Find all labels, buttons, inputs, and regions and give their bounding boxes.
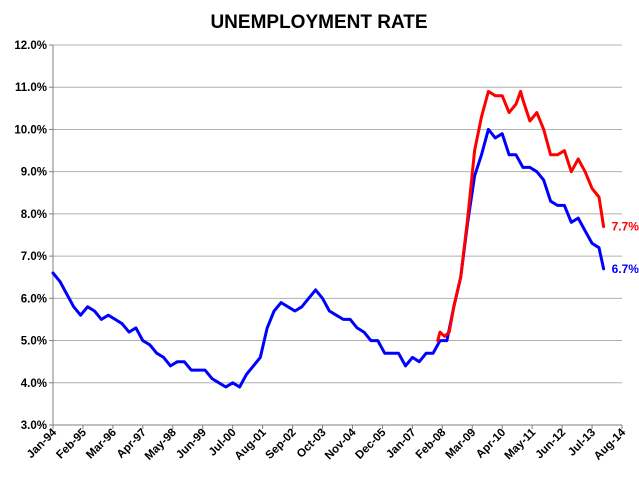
- y-tick-label: 6.0%: [21, 293, 47, 305]
- y-tick-label: 10.0%: [14, 124, 47, 136]
- end-value-label: 7.7%: [612, 220, 639, 234]
- gridlines: [53, 44, 622, 384]
- x-tick-label: Aug-14: [592, 426, 628, 462]
- x-tick-label: Aug-01: [233, 426, 269, 462]
- series-line: [436, 89, 606, 343]
- x-axis-ticks: Jan-94Feb-95Mar-96Apr-97May-98Jun-99Jul-…: [25, 425, 629, 463]
- x-tick-label: Jun-99: [174, 427, 209, 462]
- x-tick-label: May-98: [143, 426, 179, 462]
- x-tick-label: Apr-10: [474, 427, 508, 461]
- y-tick-label: 5.0%: [21, 336, 47, 348]
- y-tick-label: 4.0%: [21, 378, 47, 390]
- x-tick-label: Jun-12: [534, 427, 569, 462]
- end-labels: 6.7% 7.7%: [612, 220, 639, 276]
- y-tick-label: 8.0%: [21, 209, 47, 221]
- y-tick-label: 11.0%: [15, 82, 47, 94]
- series-line: [51, 127, 606, 389]
- y-tick-label: 12.0%: [14, 40, 47, 52]
- chart-title: UNEMPLOYMENT RATE: [210, 12, 427, 33]
- y-tick-label: 9.0%: [21, 167, 47, 179]
- x-tick-label: Mar-96: [84, 427, 119, 462]
- series-group: [51, 89, 606, 389]
- x-tick-label: Feb-95: [54, 426, 89, 461]
- x-tick-label: Mar-09: [444, 427, 479, 462]
- x-tick-label: May-11: [503, 426, 539, 462]
- y-tick-label: 3.0%: [21, 420, 47, 432]
- x-tick-label: Feb-08: [414, 426, 449, 461]
- x-tick-label: Sep-02: [264, 427, 299, 462]
- x-tick-label: Dec-05: [353, 426, 389, 462]
- axes: [52, 45, 622, 426]
- x-tick-label: Jan-07: [384, 427, 418, 461]
- y-axis-ticks: 3.0% 4.0% 5.0% 6.0% 7.0% 8.0% 9.0% 10.0% 11.0% 12…: [14, 40, 53, 432]
- y-tick-label: 7.0%: [21, 251, 47, 263]
- end-value-label: 6.7%: [612, 262, 639, 276]
- x-tick-label: Nov-04: [323, 426, 359, 462]
